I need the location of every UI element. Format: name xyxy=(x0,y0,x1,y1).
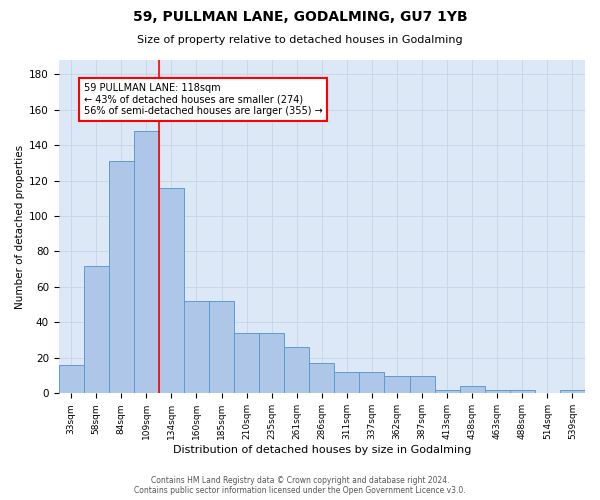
X-axis label: Distribution of detached houses by size in Godalming: Distribution of detached houses by size … xyxy=(173,445,471,455)
Bar xyxy=(59,365,84,394)
Bar xyxy=(234,333,259,394)
Text: 59 PULLMAN LANE: 118sqm
← 43% of detached houses are smaller (274)
56% of semi-d: 59 PULLMAN LANE: 118sqm ← 43% of detache… xyxy=(84,83,322,116)
Text: 59, PULLMAN LANE, GODALMING, GU7 1YB: 59, PULLMAN LANE, GODALMING, GU7 1YB xyxy=(133,10,467,24)
Bar xyxy=(560,390,585,394)
Bar xyxy=(259,333,284,394)
Bar xyxy=(309,363,334,394)
Text: Size of property relative to detached houses in Godalming: Size of property relative to detached ho… xyxy=(137,35,463,45)
Bar xyxy=(109,161,134,394)
Bar xyxy=(209,301,234,394)
Bar xyxy=(410,376,434,394)
Bar xyxy=(134,131,159,394)
Bar xyxy=(334,372,359,394)
Bar xyxy=(485,390,510,394)
Bar xyxy=(159,188,184,394)
Text: Contains HM Land Registry data © Crown copyright and database right 2024.
Contai: Contains HM Land Registry data © Crown c… xyxy=(134,476,466,495)
Bar xyxy=(434,390,460,394)
Bar xyxy=(460,386,485,394)
Bar xyxy=(284,347,309,394)
Bar xyxy=(385,376,410,394)
Bar xyxy=(359,372,385,394)
Bar xyxy=(84,266,109,394)
Bar xyxy=(184,301,209,394)
Bar xyxy=(510,390,535,394)
Y-axis label: Number of detached properties: Number of detached properties xyxy=(15,144,25,308)
